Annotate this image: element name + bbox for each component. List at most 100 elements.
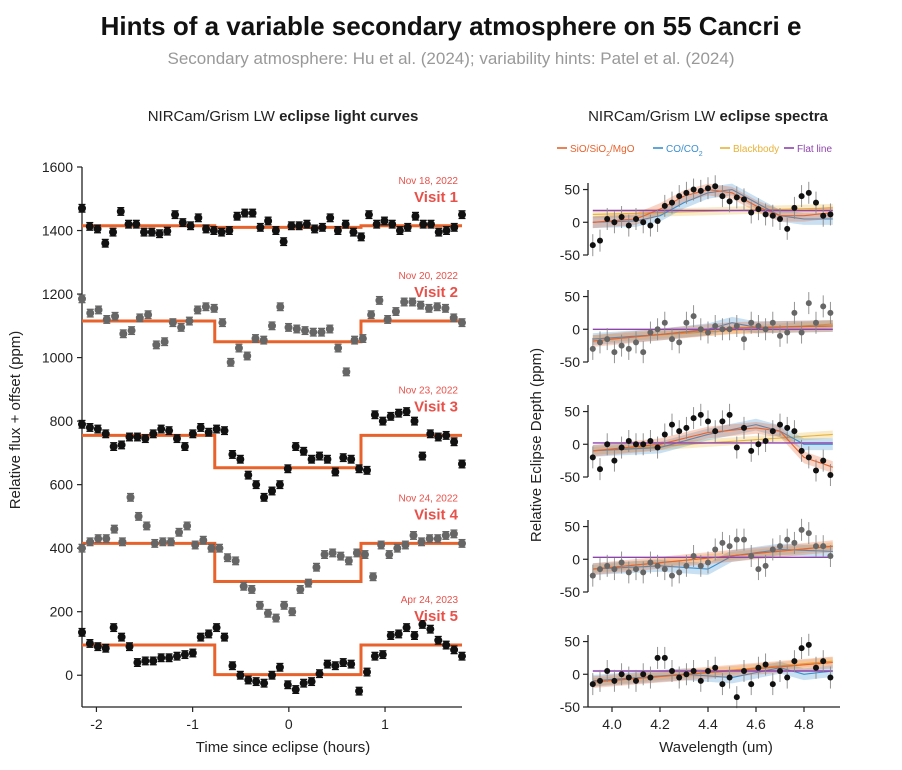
data-dot (320, 550, 329, 559)
light-curve-point (212, 623, 221, 633)
light-curve-point (307, 454, 316, 464)
data-dot (458, 652, 466, 661)
spectrum-y-tick-label: 50 (564, 519, 580, 535)
data-dot (312, 563, 321, 572)
legend-label-flat: Flat line (797, 144, 832, 155)
light-curve-point (201, 302, 210, 312)
visit-name-label: Visit 5 (414, 608, 458, 625)
light-curve-point (320, 550, 329, 559)
data-dot (426, 625, 435, 634)
spectrum-data-dot (683, 671, 690, 678)
data-dot (402, 623, 411, 632)
spectrum-y-tick-label: 0 (572, 214, 580, 230)
data-dot (336, 552, 345, 561)
data-dot (283, 464, 292, 473)
data-dot (450, 437, 459, 446)
spectrum-data-dot (633, 216, 639, 222)
spectrum-data-dot (597, 677, 603, 684)
spectrum-data-dot (777, 216, 783, 222)
data-dot (386, 412, 395, 421)
data-dot (307, 677, 316, 686)
spectrum-data-dot (690, 186, 697, 193)
data-dot (279, 237, 288, 246)
spectrum-data-dot (748, 319, 755, 326)
spectrum-data-dot (784, 536, 791, 543)
data-dot (370, 410, 379, 419)
light-curve-point (225, 226, 234, 235)
data-dot (247, 585, 256, 594)
light-curve-point (441, 303, 450, 313)
data-dot (318, 223, 327, 232)
data-dot (331, 661, 340, 670)
light-curve-point (424, 303, 433, 313)
light-curve-point (426, 624, 435, 634)
spectrum-data-dot (805, 454, 812, 461)
light-curve-point (388, 219, 397, 229)
data-dot (78, 544, 86, 553)
light-curve-x-tick-label: 0 (285, 716, 293, 732)
spectrum-data-dot (827, 674, 834, 681)
light-curve-point (102, 315, 111, 324)
light-curve-point (352, 548, 361, 558)
spectrum-x-axis-group: 4.0 4.2 4.4 4.6 4.8 (588, 706, 840, 732)
spectrum-data-dot (777, 332, 783, 339)
light-curve-point (263, 608, 272, 618)
spectrum-data-dot (647, 329, 654, 336)
light-curve-point (135, 313, 144, 323)
spectrum-data-dot (647, 674, 654, 681)
light-curve-point (393, 543, 402, 553)
spectrum-data-dot (805, 641, 812, 648)
light-curve-point (372, 219, 381, 229)
data-dot (93, 642, 102, 651)
data-dot (147, 228, 156, 237)
data-dot (152, 340, 161, 349)
light-curve-point (378, 650, 387, 660)
spectrum-y-tick-label: 50 (564, 404, 580, 420)
light-curve-y-tick-label: 1200 (42, 286, 73, 302)
data-dot (304, 579, 313, 588)
data-dot (117, 440, 126, 449)
data-dot (240, 209, 249, 218)
light-curve-point (418, 451, 427, 461)
light-curve-x-label: Time since eclipse (hours) (196, 739, 371, 756)
visit-date-label: Nov 18, 2022 (399, 176, 459, 187)
light-curve-point (350, 335, 359, 345)
spectrum-data-dot (625, 569, 632, 576)
visit-date-label: Nov 20, 2022 (399, 271, 459, 282)
spectrum-data-dot (683, 189, 690, 196)
data-dot (173, 652, 181, 661)
spectra-panel-title: NIRCam/Grism LW eclipse spectra (588, 108, 828, 125)
light-curve-point (85, 423, 94, 432)
model-band-co (592, 661, 833, 687)
data-dot (283, 680, 292, 689)
spectrum-data-dot (597, 237, 603, 244)
light-curve-point (375, 295, 384, 305)
spectrum-data-dot (733, 323, 740, 329)
light-curve-point (260, 492, 269, 502)
data-dot (328, 548, 337, 557)
light-curve-point (315, 669, 324, 679)
data-dot (259, 336, 268, 345)
data-dot (315, 452, 324, 461)
data-dot (207, 544, 216, 553)
data-dot (85, 222, 94, 231)
light-curve-point (168, 318, 177, 328)
data-dot (307, 455, 316, 464)
light-curve-point (377, 540, 386, 550)
spectrum-data-dot (741, 336, 747, 343)
spectrum-y-tick-label: 50 (564, 634, 580, 650)
light-curve-point (163, 226, 172, 236)
data-dot (93, 425, 102, 434)
data-dot (344, 556, 353, 565)
light-curve-point (134, 511, 143, 521)
spectrum-data-dot (762, 326, 769, 333)
light-curve-point (101, 643, 110, 653)
data-dot (243, 352, 252, 360)
visit-date-label: Nov 24, 2022 (399, 493, 459, 504)
data-dot (180, 650, 189, 659)
light-curve-point (180, 442, 189, 451)
spectrum-data-dot (741, 668, 747, 674)
light-curve-point (279, 237, 288, 247)
data-dot (363, 668, 371, 677)
data-dot (369, 572, 378, 581)
